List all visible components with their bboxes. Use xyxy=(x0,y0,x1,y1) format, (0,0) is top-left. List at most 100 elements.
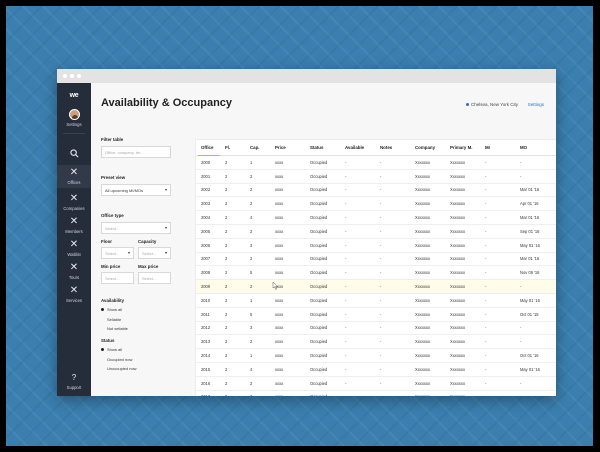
table-cell: - xyxy=(380,284,382,290)
office-type-select[interactable]: Select... xyxy=(101,222,171,234)
column-header[interactable]: Notes xyxy=(380,145,393,150)
table-cell: - xyxy=(345,215,347,221)
sidebar-search[interactable] xyxy=(57,144,91,162)
min-price-input[interactable]: Select... xyxy=(101,272,134,284)
radio-option[interactable]: Show all xyxy=(101,347,122,352)
search-icon[interactable] xyxy=(69,148,79,158)
radio-option[interactable]: Not sellable xyxy=(101,326,128,331)
table-cell: - xyxy=(515,394,550,396)
table-cell: 1 xyxy=(250,353,253,359)
sidebar-item-label: Waitlist xyxy=(67,252,81,257)
table-cell: Xxxxxxx xyxy=(415,159,431,165)
table-row[interactable]: 2005 2 2 xxxx Occupied - - Xxxxxxx Xxxxxxx - Sep 0… xyxy=(196,225,556,239)
radio-option[interactable]: Unoccupied now xyxy=(101,366,137,371)
table-row[interactable]: 2011 2 5 xxxx Occupied - - Xxxxxxx Xxxxxxx - Oct 0… xyxy=(196,308,556,322)
table-row[interactable]: 2000 2 1 xxxx Occupied - - Xxxxxxx Xxxxxxx - - xyxy=(196,156,556,170)
max-price-placeholder: Select... xyxy=(142,275,157,281)
column-header[interactable]: Price xyxy=(275,145,286,150)
table-cell: 3 xyxy=(250,242,253,248)
table-row[interactable]: 2006 2 3 xxxx Occupied - - Xxxxxxx Xxxxxxx - May 0… xyxy=(196,239,556,253)
table-cell: 2004 xyxy=(201,215,211,221)
table-row[interactable]: 2014 2 1 xxxx Occupied - - Xxxxxxx Xxxxxxx - Oct 0… xyxy=(196,349,556,363)
table-cell: - xyxy=(485,215,487,221)
chevron-down-icon xyxy=(128,252,130,254)
sidebar-item-settings[interactable]: Settings xyxy=(57,99,91,127)
column-header[interactable]: Company xyxy=(415,145,436,150)
column-header[interactable]: MO xyxy=(520,145,528,150)
table-cell: 2003 xyxy=(201,201,211,207)
column-header[interactable]: Fl. xyxy=(225,145,231,150)
radio-selected-icon[interactable] xyxy=(101,308,104,311)
x-icon: ✕ xyxy=(69,167,79,178)
table-row[interactable]: 2002 2 2 xxxx Occupied - - Xxxxxxx Xxxxxxx - Mar 0… xyxy=(196,184,556,198)
table-row[interactable]: 2001 2 2 xxxx Occupied - - Xxxxxxx Xxxxxxx - - xyxy=(196,170,556,184)
table-cell: 2 xyxy=(225,311,228,317)
sidebar-item-waitlist[interactable]: ✕ Waitlist xyxy=(57,240,91,258)
radio-selected-icon[interactable] xyxy=(101,348,104,351)
filter-table-input[interactable]: Office, company, ter... xyxy=(101,146,171,158)
table-cell: - xyxy=(520,380,522,386)
table-row[interactable]: 2016 2 2 xxxx Occupied - - Xxxxxxx Xxxxxxx - - xyxy=(196,377,556,391)
window-close-dot[interactable] xyxy=(63,74,67,78)
table-row[interactable]: 2009 2 2 xxxx Occupied - - Xxxxxxx Xxxxxxx - - xyxy=(196,280,556,294)
sidebar-item-services[interactable]: ✕ Services xyxy=(57,286,91,304)
table-row[interactable]: 2008 2 5 xxxx Occupied - - Xxxxxxx Xxxxxxx - Nov 0… xyxy=(196,266,556,281)
max-price-input[interactable]: Select... xyxy=(138,272,171,284)
table-row[interactable]: 2013 2 2 xxxx Occupied - - Xxxxxxx Xxxxxxx - - xyxy=(196,335,556,350)
table-cell: - xyxy=(520,284,522,290)
radio-option[interactable]: Sellable xyxy=(101,317,121,322)
window-maximize-dot[interactable] xyxy=(77,74,81,78)
table-cell: Occupied xyxy=(310,159,328,165)
radio-unselected-icon[interactable] xyxy=(101,367,104,370)
table-cell: 2 xyxy=(225,380,228,386)
sidebar-item-members[interactable]: ✕ Members xyxy=(57,217,91,235)
column-header[interactable]: Available xyxy=(345,145,365,150)
table-cell: 3 xyxy=(250,325,253,331)
radio-option[interactable]: Show all xyxy=(101,307,122,312)
table-cell: Xxxxxxx xyxy=(450,353,466,359)
table-cell: Occupied xyxy=(310,270,328,276)
radio-unselected-icon[interactable] xyxy=(101,318,104,321)
table-cell: - xyxy=(485,270,487,276)
location-selector[interactable]: Chelsea, New York City xyxy=(465,102,518,107)
floor-select[interactable]: Select... xyxy=(101,247,134,259)
table-cell: - xyxy=(345,228,347,234)
table-row[interactable]: 2010 2 1 xxxx Occupied - - Xxxxxxx Xxxxxxx - May 0… xyxy=(196,294,556,308)
table-cell: Xxxxxxx xyxy=(415,270,431,276)
column-header[interactable]: Primary M. xyxy=(450,145,473,150)
radio-label: Show all xyxy=(107,347,123,352)
radio-option[interactable]: Occupied now xyxy=(101,357,132,362)
table-row[interactable]: 2007 2 2 xxxx Occupied - - Xxxxxxx Xxxxxxx - Mar 0… xyxy=(196,253,556,267)
table-cell: - xyxy=(345,325,347,331)
table-row[interactable]: 2004 2 4 xxxx Occupied - - Xxxxxxx Xxxxxxx - Mar 0… xyxy=(196,211,556,225)
settings-link[interactable]: Settings xyxy=(527,102,544,107)
radio-unselected-icon[interactable] xyxy=(101,327,104,330)
sidebar-item-companies[interactable]: ✕ Companies xyxy=(57,194,91,212)
radio-unselected-icon[interactable] xyxy=(101,358,104,361)
preset-view-label: Preset view xyxy=(101,175,126,180)
table-row[interactable]: 2012 2 3 xxxx Occupied - - Xxxxxxx Xxxxxxx - - xyxy=(196,322,556,336)
column-header[interactable]: Cap. xyxy=(250,145,260,150)
table-cell: Xxxxxxx xyxy=(450,270,466,276)
table-cell: May 01 '16 xyxy=(520,242,540,248)
table-row[interactable]: 2003 2 2 xxxx Occupied - - Xxxxxxx Xxxxxxx - Apr 0… xyxy=(196,197,556,212)
column-header[interactable]: Office xyxy=(201,145,214,150)
table-row[interactable]: 2015 2 4 xxxx Occupied - - Xxxxxxx Xxxxxxx - May 0… xyxy=(196,363,556,377)
table-cell: Xxxxxxx xyxy=(415,366,431,372)
column-header[interactable]: Status xyxy=(310,145,324,150)
table-cell: - xyxy=(340,394,375,396)
table-cell: - xyxy=(345,187,347,193)
sidebar-item-tours[interactable]: ✕ Tours xyxy=(57,263,91,281)
table-cell: 2 xyxy=(225,284,228,290)
column-header[interactable]: MI xyxy=(485,145,490,150)
avatar[interactable] xyxy=(68,109,80,120)
window-minimize-dot[interactable] xyxy=(70,74,74,78)
preset-view-select[interactable]: All upcoming MI/MOs xyxy=(101,184,171,196)
capacity-select[interactable]: Select... xyxy=(138,247,171,259)
table-cell: 2011 xyxy=(201,311,210,317)
max-price-label: Max price xyxy=(138,264,159,269)
preset-view-value: All upcoming MI/MOs xyxy=(105,187,144,193)
sidebar-item-offices[interactable]: ✕ Offices xyxy=(57,165,91,188)
sidebar-item-support[interactable]: ? Support xyxy=(57,373,91,390)
